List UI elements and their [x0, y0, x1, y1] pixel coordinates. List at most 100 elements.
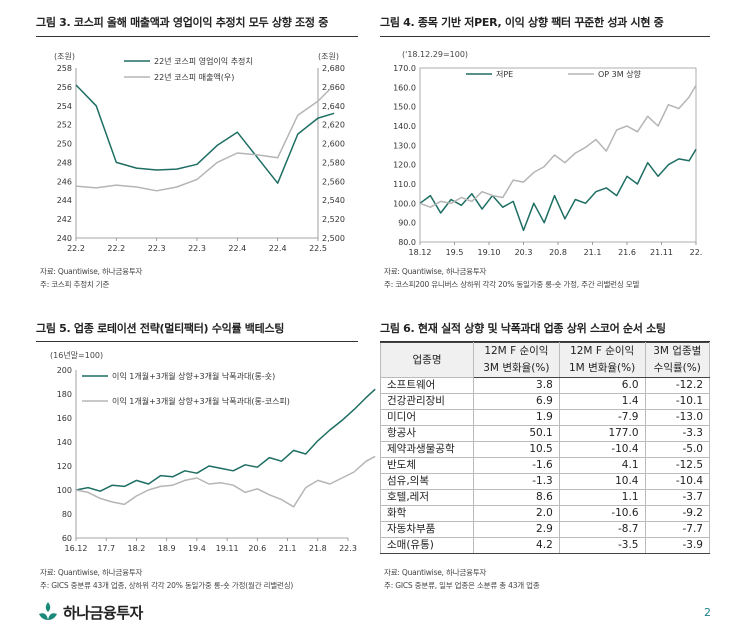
series-line-1: [419, 85, 697, 208]
header-3m-change-line1: 12M F 순이익: [473, 342, 560, 360]
y-tick-label: 250: [57, 140, 72, 149]
figure5-title-rule: [36, 341, 358, 342]
value-cell: -10.4: [644, 473, 710, 490]
y-tick-label: 200: [57, 366, 72, 375]
y-tick-label: 258: [57, 64, 72, 73]
y-tick-label: 248: [57, 158, 72, 167]
sector-name-cell: 섬유,의복: [380, 473, 474, 490]
value-cell: 10.4: [558, 473, 646, 490]
value-cell: 2.9: [473, 521, 560, 538]
x-tick-label: 22.4: [269, 244, 287, 253]
value-cell: 1.1: [558, 489, 646, 506]
value-cell: 10.5: [473, 441, 560, 458]
figure4-title: 그림 4. 종목 기반 저PER, 이익 상향 팩터 꾸준한 성과 시현 중: [380, 16, 664, 29]
figure4-title-rule: [380, 36, 710, 37]
legend-label-1: 이익 1개월+3개월 상향+3개월 낙폭과대(롱-코스피): [112, 396, 290, 406]
y-tick-label: 180: [57, 390, 72, 399]
figure6-table: 업종명 12M F 순이익 12M F 순이익 3M 업종별 3M 변화율(%)…: [380, 342, 710, 554]
table-row: 반도체 -1.6 4.1 -12.5: [380, 457, 710, 474]
x-tick-label: 19.5: [446, 248, 464, 257]
legend-label-0: 이익 1개월+3개월 상향+3개월 낙폭과대(롱-숏): [112, 371, 275, 381]
y2-tick-label: 2,560: [322, 177, 345, 186]
value-cell: -12.5: [644, 457, 710, 474]
page-number: 2: [704, 606, 711, 619]
value-cell: -9.2: [644, 505, 710, 522]
y-tick-label: 160: [57, 414, 72, 423]
figure5-source: 자료: Quantiwise, 하나금융투자: [40, 568, 143, 577]
y-tick-label: 160.0: [393, 83, 416, 92]
x-tick-label: 18.12: [409, 248, 432, 257]
header-return-line2: 수익률(%): [644, 360, 710, 378]
figure3-title: 그림 3. 코스피 올해 매출액과 영업이익 추정치 모두 상향 조정 중: [36, 16, 329, 29]
value-cell: 1.9: [473, 409, 560, 426]
value-cell: 6.9: [473, 393, 560, 410]
value-cell: -10.4: [558, 441, 646, 458]
x-tick-label: 19.10: [478, 248, 501, 257]
y2-tick-label: 2,680: [322, 64, 345, 73]
value-cell: -10.6: [558, 505, 646, 522]
y-tick-label: 140.0: [393, 122, 416, 131]
figure4-chart: 80.0 90.0 100.0 110.0 120.0 130.0 140.0 150.0 16…: [393, 64, 702, 257]
table-row: 제약과생물공학 10.5 -10.4 -5.0: [380, 441, 710, 458]
sector-name-cell: 자동차부품: [380, 521, 474, 538]
value-cell: 4.2: [473, 537, 560, 554]
legend-label-0: 22년 코스피 영업이익 추정치: [154, 56, 253, 66]
value-cell: 4.1: [558, 457, 646, 474]
y-tick-label: 246: [57, 177, 72, 186]
figure5-title: 그림 5. 업종 로테이션 전략(멀티팩터) 수익률 백테스팅: [36, 322, 285, 335]
figure6-source: 자료: Quantiwise, 하나금융투자: [384, 568, 487, 577]
x-tick-label: 16.12: [65, 544, 88, 553]
value-cell: -3.5: [558, 537, 646, 554]
y-tick-label: 150.0: [393, 103, 416, 112]
x-tick-label: 22.3: [339, 544, 357, 553]
figure6-title: 그림 6. 현재 실적 상향 및 낙폭과대 업종 상위 스코어 순서 소팅: [380, 322, 666, 335]
figure3-title-rule: [36, 36, 358, 37]
y2-tick-label: 2,540: [322, 196, 345, 205]
table-row: 섬유,의복 -1.3 10.4 -10.4: [380, 473, 710, 490]
x-tick-label: 21.6: [618, 248, 636, 257]
figure5-note: 주: GICS 중분류 43개 업종, 상하위 각각 20% 동일가중 롱-숏 …: [40, 581, 294, 590]
y-tick-label: 244: [57, 196, 72, 205]
table-row: 건강관리장비 6.9 1.4 -10.1: [380, 393, 710, 410]
x-tick-label: 18.2: [128, 544, 146, 553]
value-cell: -7.7: [644, 521, 710, 538]
x-tick-label: 22.3: [148, 244, 166, 253]
value-cell: 177.0: [558, 425, 646, 442]
y-tick-label: 240: [57, 234, 72, 243]
value-cell: -1.6: [473, 457, 560, 474]
table-row: 화학 2.0 -10.6 -9.2: [380, 505, 710, 522]
legend-label-0: 저PE: [496, 70, 513, 79]
value-cell: -8.7: [558, 521, 646, 538]
legend-label-1: OP 3M 상향: [598, 69, 642, 79]
legend-label-1: 22년 코스피 매출액(우): [154, 72, 234, 82]
table-row: 항공사 50.1 177.0 -3.3: [380, 425, 710, 442]
value-cell: -3.3: [644, 425, 710, 442]
figure3-unit-right: (조원): [318, 52, 339, 61]
y-tick-label: 120: [57, 462, 72, 471]
y2-tick-label: 2,660: [322, 83, 345, 92]
table-row: 자동차부품 2.9 -8.7 -7.7: [380, 521, 710, 538]
x-tick-label: 21.8: [309, 544, 327, 553]
x-tick-label: 22.2: [107, 244, 125, 253]
x-tick-label: 20.6: [248, 544, 266, 553]
figure4-note: 주: 코스피200 유니버스 상하위 각각 20% 동일가중 롱-숏 가정, 주…: [384, 280, 640, 289]
y-tick-label: 90.0: [398, 219, 416, 228]
sector-name-cell: 소프트웨어: [380, 377, 474, 394]
x-tick-label: 21.1: [584, 248, 602, 257]
header-1m-change-line1: 12M F 순이익: [558, 342, 646, 360]
value-cell: 1.4: [558, 393, 646, 410]
x-tick-label: 20.8: [549, 248, 567, 257]
y-tick-label: 80.0: [398, 238, 416, 247]
x-tick-label: 22.5: [309, 244, 327, 253]
figure6-title-rule: [380, 341, 710, 342]
value-cell: 2.0: [473, 505, 560, 522]
x-tick-label: 21.1: [279, 544, 297, 553]
value-cell: 50.1: [473, 425, 560, 442]
logo-text: 하나금융투자: [63, 603, 143, 622]
x-tick-label: 19.4: [188, 544, 206, 553]
y-tick-label: 60: [62, 534, 72, 543]
y-tick-label: 252: [57, 121, 72, 130]
sector-name-cell: 항공사: [380, 425, 474, 442]
sector-name-cell: 소매(유통): [380, 537, 474, 554]
y-tick-label: 140: [57, 438, 72, 447]
